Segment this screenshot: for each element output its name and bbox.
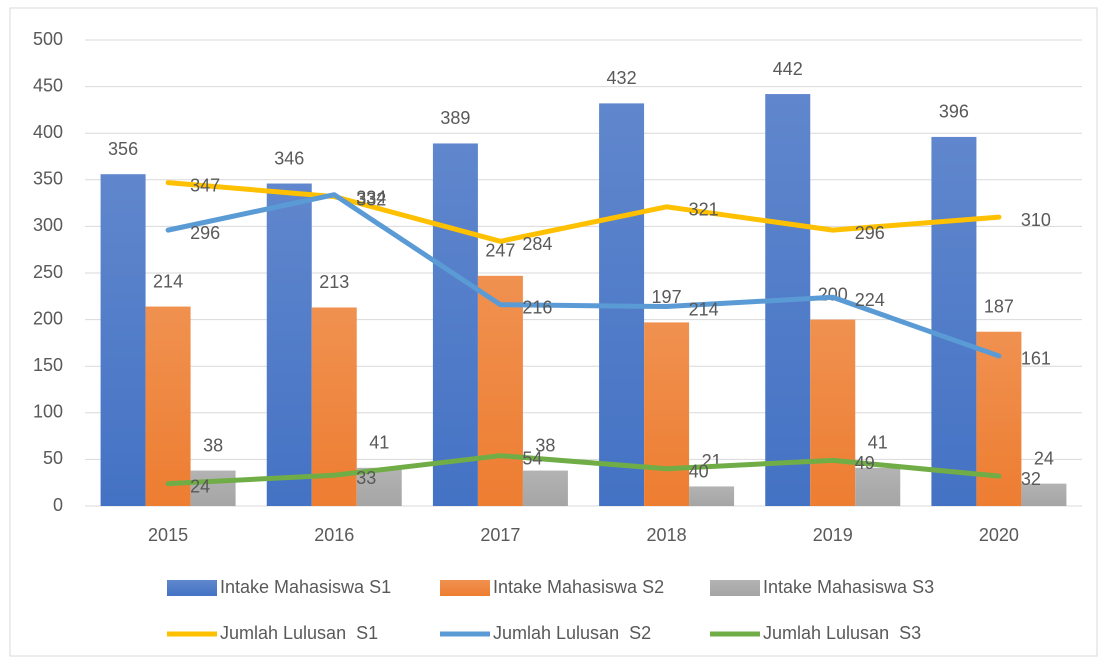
bar — [689, 486, 735, 506]
bar — [855, 467, 901, 506]
data-label: 38 — [535, 435, 555, 455]
data-label: 396 — [939, 102, 969, 122]
data-label: 24 — [1034, 448, 1054, 468]
legend-label: Jumlah Lulusan S1 — [220, 623, 378, 643]
data-label: 310 — [1021, 210, 1051, 230]
data-label: 356 — [108, 139, 138, 159]
bar — [100, 174, 146, 506]
data-label: 214 — [689, 299, 719, 319]
bar — [810, 319, 856, 506]
bar — [477, 275, 523, 506]
legend-label: Intake Mahasiswa S3 — [763, 577, 934, 597]
data-label: 284 — [522, 234, 552, 254]
x-tick-label: 2018 — [647, 525, 687, 545]
data-label: 54 — [522, 448, 542, 468]
y-tick-label: 150 — [33, 355, 63, 375]
bar — [190, 470, 236, 506]
x-tick-label: 2015 — [148, 525, 188, 545]
x-tick-label: 2019 — [813, 525, 853, 545]
data-label: 214 — [153, 271, 183, 291]
legend-swatch — [167, 580, 217, 596]
data-label: 213 — [319, 272, 349, 292]
data-label: 216 — [522, 297, 552, 317]
line — [165, 192, 1002, 359]
y-tick-label: 50 — [43, 448, 63, 468]
bar — [1021, 483, 1067, 506]
y-tick-label: 250 — [33, 262, 63, 282]
bar — [266, 183, 312, 506]
data-label: 296 — [855, 223, 885, 243]
data-label: 49 — [855, 453, 875, 473]
data-label: 33 — [356, 468, 376, 488]
data-label: 40 — [689, 461, 709, 481]
x-tick-label: 2016 — [314, 525, 354, 545]
legend-label: Jumlah Lulusan S3 — [763, 623, 921, 643]
data-label: 224 — [855, 290, 885, 310]
chart-frame — [9, 7, 1098, 657]
data-label: 247 — [485, 241, 515, 261]
y-tick-label: 300 — [33, 215, 63, 235]
bar — [145, 306, 191, 506]
x-tick-label: 2020 — [979, 525, 1019, 545]
y-tick-label: 500 — [33, 29, 63, 49]
legend-swatch — [710, 580, 760, 596]
data-label: 332 — [356, 189, 386, 209]
y-tick-label: 450 — [33, 75, 63, 95]
data-label: 38 — [203, 435, 223, 455]
data-label: 347 — [190, 175, 220, 195]
data-label: 442 — [773, 59, 803, 79]
bar — [931, 136, 977, 507]
x-tick-label: 2017 — [480, 525, 520, 545]
data-label: 296 — [190, 223, 220, 243]
bar — [432, 143, 478, 506]
legend-label: Intake Mahasiswa S1 — [220, 577, 391, 597]
data-label: 334 — [356, 187, 386, 207]
bar — [522, 470, 568, 506]
y-tick-label: 200 — [33, 308, 63, 328]
legend-label: Jumlah Lulusan S2 — [493, 623, 651, 643]
y-tick-label: 350 — [33, 169, 63, 189]
line — [165, 180, 1002, 244]
data-label: 389 — [440, 108, 470, 128]
bar — [644, 322, 690, 506]
data-label: 41 — [868, 433, 888, 453]
data-label: 41 — [369, 433, 389, 453]
data-label: 187 — [984, 296, 1014, 316]
y-tick-label: 400 — [33, 122, 63, 142]
data-label: 161 — [1021, 349, 1051, 369]
y-tick-label: 0 — [53, 495, 63, 515]
y-tick-label: 100 — [33, 402, 63, 422]
line — [165, 453, 1002, 487]
data-label: 346 — [274, 148, 304, 168]
data-label: 432 — [607, 68, 637, 88]
data-label: 321 — [689, 200, 719, 220]
data-label: 32 — [1021, 469, 1041, 489]
legend-swatch — [440, 580, 490, 596]
legend-label: Intake Mahasiswa S2 — [493, 577, 664, 597]
data-label: 197 — [652, 287, 682, 307]
data-label: 24 — [190, 476, 210, 496]
